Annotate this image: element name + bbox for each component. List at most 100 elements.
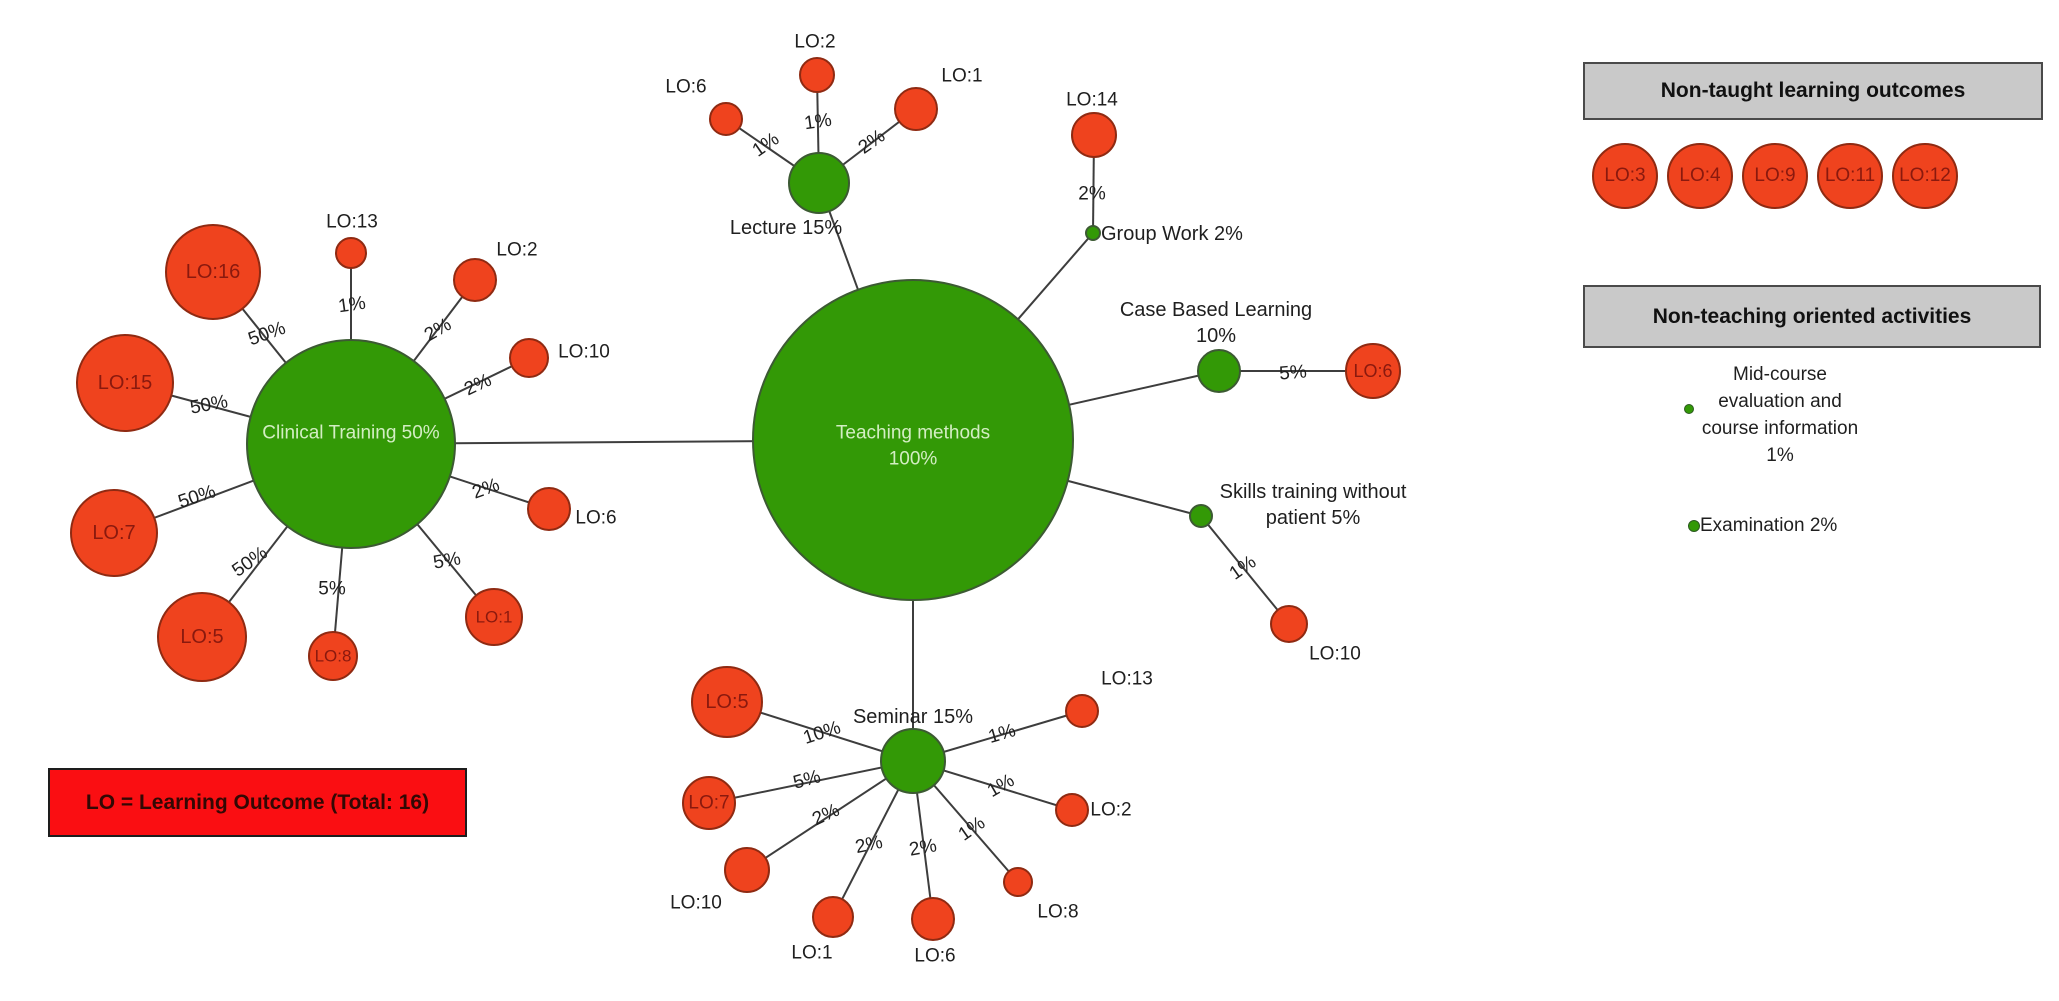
node-label-sem_lo7: LO:7: [688, 793, 729, 814]
non-teaching-activities-header: Non-teaching oriented activities: [1583, 285, 2041, 348]
node-label-cbl-line1: Case Based Learning: [1120, 299, 1312, 321]
node-gw_lo14: [1071, 112, 1117, 158]
mid-course-line-4: 1%: [1766, 445, 1794, 466]
edge-label-seminar-sem_lo2: 1%: [984, 770, 1018, 802]
non-taught-outcome-lo-12: LO:12: [1892, 143, 1958, 209]
edge-label-clinical-cl_lo7: 50%: [176, 481, 219, 513]
node-cl_lo10: [509, 338, 549, 378]
node-cl_lo13: [335, 237, 367, 269]
node-label-sem_lo13: LO:13: [1101, 669, 1153, 690]
mid-course-line-3: course information: [1701, 418, 1859, 439]
edge-label-seminar-sem_lo6: 2%: [908, 835, 939, 860]
node-cl_lo1: [465, 588, 523, 646]
node-groupwork: [1085, 225, 1101, 241]
node-lecture: [788, 152, 850, 214]
node-label-skills-line1: Skills training without: [1220, 481, 1407, 503]
node-label-clinical: Clinical Training 50%: [262, 423, 440, 444]
edge-label-lecture-lec_lo2: 1%: [803, 110, 833, 135]
non-taught-outcomes-row: LO:3 LO:4 LO:9 LO:11 LO:12: [1592, 143, 1958, 209]
node-sem_lo8: [1003, 867, 1033, 897]
mid-course-line-1: Mid-course: [1733, 364, 1827, 385]
node-sem_lo2: [1055, 793, 1089, 827]
node-label-lec_lo1: LO:1: [941, 66, 982, 87]
node-label-seminar: Seminar 15%: [853, 706, 973, 728]
edge-label-skills-sk_lo10: 1%: [1226, 551, 1261, 584]
node-cl_lo2: [453, 258, 497, 302]
edge-seminar-sem_lo7: [708, 760, 914, 804]
node-label-sem_lo2: LO:2: [1090, 800, 1131, 821]
edge-label-lecture-lec_lo6: 1%: [749, 128, 784, 161]
node-label-cl_lo8: LO:8: [315, 647, 352, 666]
non-taught-outcome-lo-4: LO:4: [1667, 143, 1733, 209]
node-label-cl_lo7: LO:7: [92, 522, 135, 544]
legend-box: LO = Learning Outcome (Total: 16): [48, 768, 467, 837]
edge-label-clinical-cl_lo10: 2%: [461, 370, 495, 401]
node-label-cl_lo10: LO:10: [558, 342, 610, 363]
outcome-circle-label: LO:9: [1754, 165, 1796, 186]
mid-course-activity-label: Mid-course evaluation and course informa…: [1675, 361, 1885, 469]
node-label-sem_lo8: LO:8: [1037, 902, 1078, 923]
edge-label-clinical-cl_lo1: 5%: [432, 548, 463, 573]
edge-label-seminar-sem_lo5: 10%: [801, 717, 844, 749]
node-cbl_lo6: [1345, 343, 1401, 399]
node-skills: [1189, 504, 1213, 528]
node-label-cl_lo5: LO:5: [180, 626, 223, 648]
node-sem_lo1: [812, 896, 854, 938]
mid-course-line-2: evaluation and: [1718, 391, 1842, 412]
node-lec_lo2: [799, 57, 835, 93]
non-taught-outcomes-header: Non-taught learning outcomes: [1583, 62, 2043, 120]
edge-label-groupwork-gw_lo14: 2%: [1078, 184, 1106, 205]
node-sem_lo5: [691, 666, 763, 738]
node-sem_lo13: [1065, 694, 1099, 728]
edge-seminar-sem_lo10: [746, 760, 914, 871]
node-label-sem_lo1: LO:1: [791, 943, 832, 964]
edge-label-seminar-sem_lo8: 1%: [955, 812, 990, 845]
node-clinical: [246, 339, 456, 549]
node-cl_lo8: [308, 631, 358, 681]
node-sem_lo7: [682, 776, 736, 830]
node-label-teaching-line2: 100%: [889, 449, 938, 470]
edge-label-seminar-sem_lo1: 2%: [853, 832, 884, 858]
node-label-lec_lo6: LO:6: [665, 77, 706, 98]
node-label-cbl-line2: 10%: [1196, 325, 1236, 347]
node-sem_lo6: [911, 897, 955, 941]
outcome-circle-label: LO:12: [1899, 165, 1951, 186]
node-cl_lo5: [157, 592, 247, 682]
node-label-cl_lo6: LO:6: [575, 508, 616, 529]
node-teaching: [752, 279, 1074, 601]
node-label-cbl_lo6: LO:6: [1353, 361, 1392, 381]
legend-label: LO = Learning Outcome (Total: 16): [85, 790, 430, 814]
examination-dot-marker: [1688, 520, 1700, 532]
node-label-gw_lo14: LO:14: [1066, 90, 1118, 111]
node-label-lecture: Lecture 15%: [730, 217, 843, 239]
outcome-circle-label: LO:4: [1679, 165, 1721, 186]
node-label-lec_lo2: LO:2: [794, 32, 835, 53]
node-label-cl_lo1: LO:1: [476, 608, 513, 627]
node-label-teaching-line1: Teaching methods: [836, 423, 990, 444]
edge-label-clinical-cl_lo13: 1%: [337, 293, 367, 318]
edge-label-cbl-cbl_lo6: 5%: [1278, 361, 1307, 384]
outcome-circle-label: LO:3: [1604, 165, 1646, 186]
edge-label-seminar-sem_lo7: 5%: [791, 766, 823, 793]
outcome-circle-label: LO:11: [1824, 165, 1876, 186]
node-seminar: [880, 728, 946, 794]
examination-activity-label: Examination 2%: [1700, 515, 1838, 536]
edge-label-clinical-cl_lo2: 2%: [421, 314, 455, 346]
edge-label-clinical-cl_lo15: 50%: [188, 391, 229, 418]
node-label-skills-line2: patient 5%: [1266, 507, 1361, 529]
node-label-sk_lo10: LO:10: [1309, 644, 1361, 665]
node-label-cl_lo16: LO:16: [186, 261, 240, 283]
node-label-cl_lo2: LO:2: [496, 240, 537, 261]
node-lec_lo1: [894, 87, 938, 131]
mid-course-dot-marker: [1684, 404, 1694, 414]
node-cl_lo16: [165, 224, 261, 320]
node-label-groupwork: Group Work 2%: [1101, 223, 1243, 245]
node-sem_lo10: [724, 847, 770, 893]
edge-label-clinical-cl_lo6: 2%: [470, 474, 503, 503]
node-cl_lo6: [527, 487, 571, 531]
node-label-sem_lo10: LO:10: [670, 893, 722, 914]
edge-label-clinical-cl_lo8: 5%: [318, 579, 346, 600]
non-taught-outcome-lo-3: LO:3: [1592, 143, 1658, 209]
edge-label-lecture-lec_lo1: 2%: [855, 125, 890, 158]
